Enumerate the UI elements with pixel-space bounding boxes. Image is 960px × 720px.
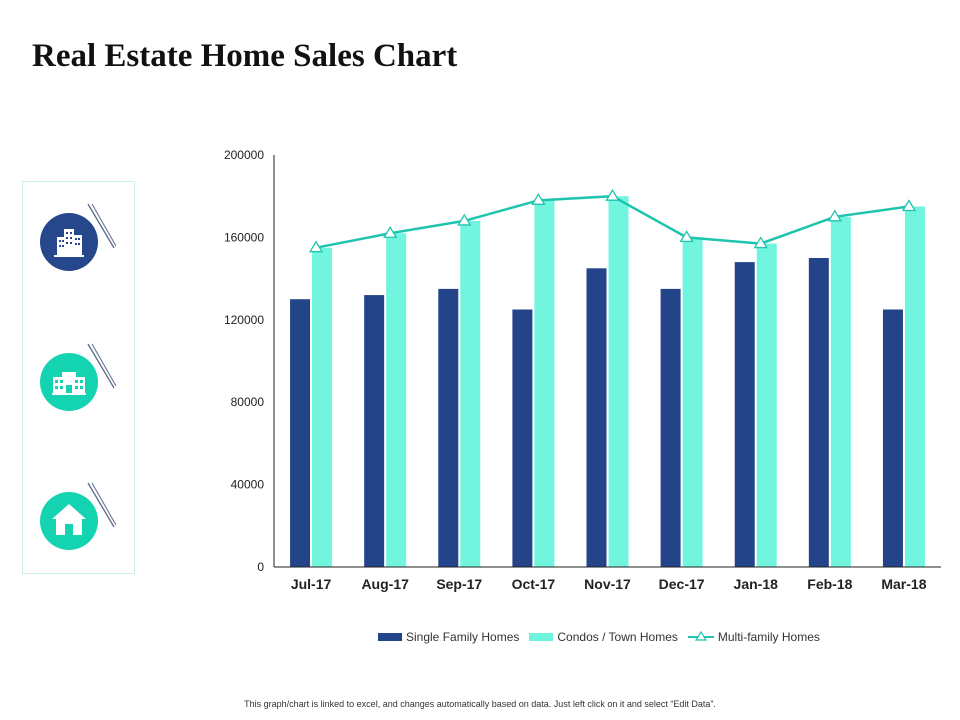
bar-single-family [882,309,903,567]
bar-condos [756,243,777,567]
bar-condos [904,206,925,567]
y-tick-label: 80000 [231,395,265,409]
icon-panel [22,181,135,574]
bar-single-family [660,288,681,567]
bar-condos [460,220,481,568]
legend-swatch-single-family [378,633,402,641]
axes-layer [273,155,941,568]
chart-legend: Single Family Homes Condos / Town Homes … [378,630,820,644]
point-multi-family [679,230,694,243]
footer-note: This graph/chart is linked to excel, and… [244,699,716,709]
bar-single-family [364,295,385,567]
x-tick-label: Aug-17 [361,576,409,592]
x-tick-label: Sep-17 [436,576,482,592]
bar-single-family [734,262,755,567]
point-multi-family [531,193,546,205]
slash-decoration [86,481,117,531]
x-tick-label: Feb-18 [807,576,852,592]
bar-single-family [512,309,533,567]
point-multi-family [457,213,472,226]
y-tick-label: 0 [257,560,264,574]
office-buildings-icon [40,213,98,271]
point-multi-family [308,240,324,253]
bar-condos [386,233,407,567]
bar-condos [312,247,333,567]
point-multi-family [383,226,398,238]
legend-label-multi-family: Multi-family Homes [717,630,820,644]
y-tick-label: 160000 [224,230,264,244]
legend-swatch-condos [529,633,554,641]
x-tick-label: Oct-17 [512,576,556,592]
bar-condos [534,200,555,567]
point-multi-family [827,209,842,222]
point-multi-family [901,199,917,212]
y-tick-label: 40000 [231,478,265,492]
x-tick-label: Dec-17 [659,576,705,592]
bar-condos [682,237,703,567]
bar-single-family [438,288,459,567]
legend-label-condos: Condos / Town Homes [557,630,678,644]
bar-single-family [586,268,607,567]
point-multi-family [753,236,768,249]
legend-swatch-multi-family [687,631,714,641]
legend-item-condos: Condos / Town Homes [529,630,678,644]
point-multi-family [605,188,620,201]
page-title: Real Estate Home Sales Chart [32,38,458,74]
y-tick-label: 200000 [224,148,264,162]
legend-item-multi-family: Multi-family Homes [687,630,820,644]
slash-decoration [86,342,117,392]
x-tick-label: Jul-17 [291,576,332,592]
bar-single-family [290,299,311,567]
bar-condos [608,196,629,567]
apartment-building-icon [40,353,98,411]
x-tick-label: Mar-18 [881,576,926,592]
x-tick-label: Nov-17 [584,576,631,592]
tick-labels: 0 40000 80000 120000 160000 200000 Jul-17 Aug-1… [224,148,927,592]
legend-item-single-family: Single Family Homes [378,630,519,644]
y-tick-label: 120000 [224,313,264,327]
line-layer [308,188,917,253]
x-tick-label: Jan-18 [734,576,779,592]
bar-layer [290,196,925,568]
house-icon [40,492,98,550]
slash-decoration [86,202,117,252]
legend-label-single-family: Single Family Homes [406,630,520,644]
bar-condos [830,216,851,568]
bar-single-family [808,258,829,567]
